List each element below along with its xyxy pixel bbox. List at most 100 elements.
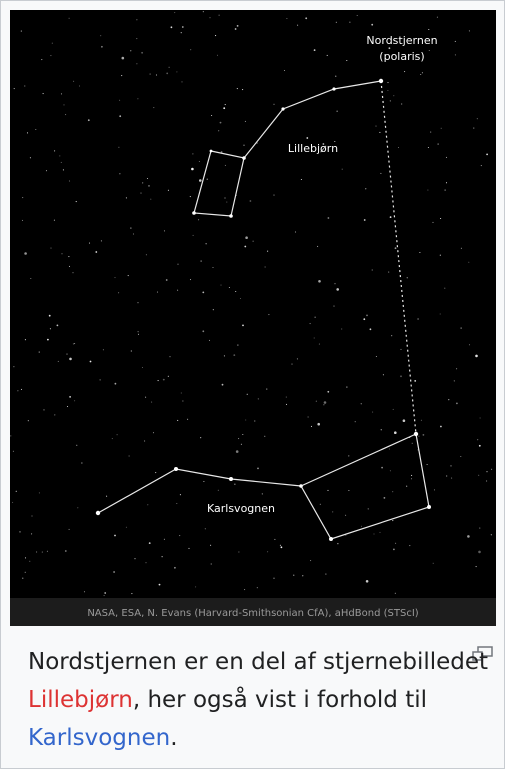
star [430,132,431,133]
star [433,563,434,564]
star [151,402,152,403]
star [455,54,456,55]
star [479,528,480,529]
star [319,344,320,345]
polaris-label: Nordstjernen [366,34,437,47]
star [477,118,478,119]
star [65,550,67,552]
star [181,32,182,33]
star [141,52,143,54]
star [265,266,266,267]
star [456,403,458,405]
star [193,235,194,236]
star [224,355,225,356]
star [177,290,178,291]
caption-link[interactable]: Lillebjørn [28,687,133,713]
caption-text: . [170,725,177,751]
star [414,380,416,382]
star [316,401,317,402]
star [81,462,82,463]
star [54,150,55,151]
star [406,486,407,487]
star [106,496,107,497]
star [58,361,59,362]
star [166,73,168,75]
star [423,434,425,436]
star [118,147,119,148]
star [361,526,362,527]
star [147,178,148,179]
star [119,100,120,101]
body: Nordstjernen (polaris) Lillebjørn Karlsv… [0,0,505,769]
star [190,196,191,197]
star [130,50,131,51]
star [95,251,97,253]
star [222,384,224,386]
star [202,292,204,294]
star [22,197,23,198]
star [242,89,243,90]
star [440,255,441,256]
star [273,195,274,196]
star [25,557,26,558]
star [41,59,42,60]
star [138,331,139,332]
star [79,85,80,86]
star [469,344,470,345]
star [314,337,315,338]
star [49,315,51,317]
star [274,539,275,540]
star [136,63,137,64]
star [407,277,408,278]
star [245,236,248,239]
star [336,22,337,23]
star [129,455,130,456]
star [24,85,25,86]
star [101,46,103,48]
star [118,292,119,293]
star [77,507,78,508]
star [379,132,380,133]
star [168,190,169,191]
star [84,591,85,592]
star [74,343,75,344]
star [74,400,75,401]
star [225,104,226,105]
star [311,426,312,427]
star [481,165,482,166]
star [50,328,51,329]
star [434,489,435,490]
star [25,572,26,573]
star [104,592,106,594]
star-map[interactable]: Nordstjernen (polaris) Lillebjørn Karlsv… [10,10,496,626]
star [267,551,268,552]
star [150,199,151,200]
star [361,403,362,404]
star [54,414,55,415]
star [376,356,377,357]
star [286,18,287,19]
star [310,560,311,561]
star [176,71,177,72]
star [147,504,148,505]
star [144,440,145,441]
star [409,545,410,546]
caption-link[interactable]: Karlsvognen [28,725,170,751]
star [128,275,129,276]
star [218,490,219,491]
star [43,93,44,94]
star [182,400,183,401]
credit: NASA, ESA, N. Evans (Harvard-Smithsonian… [87,608,418,619]
star [113,571,115,573]
star [16,491,17,492]
star [131,350,132,351]
star [19,531,20,532]
star [395,593,396,594]
star [136,19,137,20]
star [169,356,170,357]
star [375,126,376,127]
star [200,437,201,438]
star [215,35,216,36]
star [295,231,296,232]
star [217,55,218,56]
